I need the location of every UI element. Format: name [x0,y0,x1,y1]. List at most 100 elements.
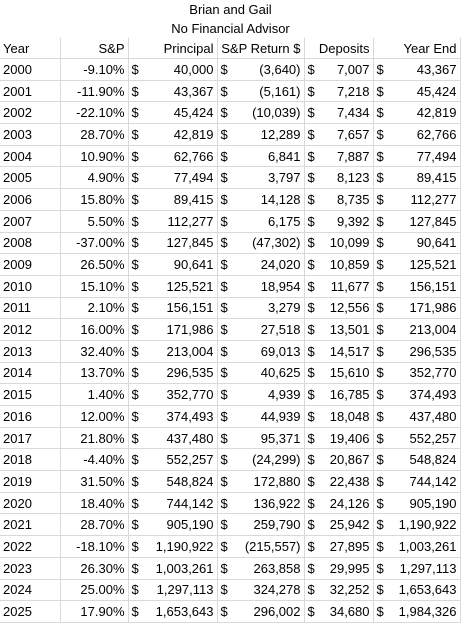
cell-year-end[interactable]: $1,984,326 [373,600,461,623]
cell-sp-return[interactable]: $ (47,302) [217,232,305,255]
cell-principal[interactable]: $43,367 [128,80,218,103]
cell-principal[interactable]: $1,190,922 [128,535,218,558]
cell-sp-return[interactable]: $6,841 [217,145,305,168]
cell-year[interactable]: 2013 [0,340,61,363]
cell-sp-pct[interactable]: 10.90% [60,145,129,168]
cell-deposits[interactable]: $9,392 [304,210,374,233]
cell-year[interactable]: 2010 [0,275,61,298]
cell-sp-return[interactable]: $ (215,557) [217,535,305,558]
cell-sp-return[interactable]: $27,518 [217,318,305,341]
cell-principal[interactable]: $171,986 [128,318,218,341]
cell-sp-return[interactable]: $ (3,640) [217,58,305,81]
cell-sp-pct[interactable]: 16.00% [60,318,129,341]
cell-year[interactable]: 2016 [0,405,61,428]
cell-sp-return[interactable]: $136,922 [217,492,305,515]
cell-year[interactable]: 2021 [0,513,61,537]
cell-year[interactable]: 2017 [0,427,61,450]
cell-sp-pct[interactable]: 26.30% [60,557,129,580]
cell-sp-pct[interactable]: 12.00% [60,405,129,428]
cell-principal[interactable]: $1,653,643 [128,600,218,623]
cell-sp-pct[interactable]: -4.40% [60,448,129,472]
cell-sp-pct[interactable]: 1.40% [60,383,129,406]
cell-sp-return[interactable]: $40,625 [217,362,305,385]
cell-deposits[interactable]: $19,406 [304,427,374,450]
cell-deposits[interactable]: $11,677 [304,275,374,298]
cell-principal[interactable]: $89,415 [128,188,218,211]
cell-year[interactable]: 2008 [0,232,61,255]
cell-deposits[interactable]: $14,517 [304,340,374,363]
cell-principal[interactable]: $1,003,261 [128,557,218,580]
cell-deposits[interactable]: $32,252 [304,579,374,602]
cell-principal[interactable]: $156,151 [128,297,218,320]
cell-principal[interactable]: $77,494 [128,166,218,190]
cell-sp-pct[interactable]: -37.00% [60,232,129,255]
cell-year-end[interactable]: $156,151 [373,275,461,298]
cell-sp-pct[interactable]: 28.70% [60,123,129,146]
cell-sp-return[interactable]: $18,954 [217,275,305,298]
cell-sp-return[interactable]: $ (10,039) [217,101,305,125]
cell-principal[interactable]: $905,190 [128,513,218,537]
cell-year-end[interactable]: $1,653,643 [373,579,461,602]
cell-principal[interactable]: $1,297,113 [128,579,218,602]
cell-sp-return[interactable]: $3,279 [217,297,305,320]
cell-year-end[interactable]: $89,415 [373,166,461,190]
cell-principal[interactable]: $352,770 [128,383,218,406]
cell-year-end[interactable]: $548,824 [373,448,461,472]
cell-sp-return[interactable]: $14,128 [217,188,305,211]
cell-sp-return[interactable]: $69,013 [217,340,305,363]
cell-year-end[interactable]: $43,367 [373,58,461,81]
cell-principal[interactable]: $374,493 [128,405,218,428]
header-year-end[interactable]: Year End [373,38,461,59]
cell-principal[interactable]: $744,142 [128,492,218,515]
cell-sp-return[interactable]: $44,939 [217,405,305,428]
cell-sp-return[interactable]: $296,002 [217,600,305,623]
cell-deposits[interactable]: $16,785 [304,383,374,406]
cell-sp-pct[interactable]: 13.70% [60,362,129,385]
cell-sp-return[interactable]: $ (24,299) [217,448,305,472]
cell-year-end[interactable]: $296,535 [373,340,461,363]
cell-year-end[interactable]: $1,190,922 [373,513,461,537]
cell-year[interactable]: 2020 [0,492,61,515]
cell-deposits[interactable]: $24,126 [304,492,374,515]
cell-year[interactable]: 2006 [0,188,61,211]
cell-deposits[interactable]: $7,218 [304,80,374,103]
cell-sp-return[interactable]: $95,371 [217,427,305,450]
cell-sp-pct[interactable]: -18.10% [60,535,129,558]
cell-year[interactable]: 2001 [0,80,61,103]
cell-year[interactable]: 2019 [0,470,61,493]
cell-year-end[interactable]: $45,424 [373,80,461,103]
cell-year-end[interactable]: $552,257 [373,427,461,450]
cell-year[interactable]: 2004 [0,145,61,168]
cell-year-end[interactable]: $90,641 [373,232,461,255]
cell-year[interactable]: 2025 [0,600,61,623]
cell-deposits[interactable]: $10,099 [304,232,374,255]
cell-sp-return[interactable]: $3,797 [217,166,305,190]
cell-deposits[interactable]: $27,895 [304,535,374,558]
sheet-title-cell[interactable]: Brian and Gail [189,2,272,17]
cell-principal[interactable]: $125,521 [128,275,218,298]
cell-deposits[interactable]: $12,556 [304,297,374,320]
cell-principal[interactable]: $296,535 [128,362,218,385]
cell-year-end[interactable]: $352,770 [373,362,461,385]
cell-year-end[interactable]: $374,493 [373,383,461,406]
cell-year-end[interactable]: $171,986 [373,297,461,320]
cell-principal[interactable]: $42,819 [128,123,218,146]
header-sp-return[interactable]: S&P Return $ [217,38,305,59]
cell-year[interactable]: 2002 [0,101,61,125]
cell-sp-return[interactable]: $324,278 [217,579,305,602]
header-principal[interactable]: Principal [128,38,218,59]
cell-principal[interactable]: $548,824 [128,470,218,493]
cell-year[interactable]: 2022 [0,535,61,558]
cell-sp-pct[interactable]: 17.90% [60,600,129,623]
cell-sp-pct[interactable]: 26.50% [60,253,129,276]
cell-sp-return[interactable]: $6,175 [217,210,305,233]
cell-principal[interactable]: $62,766 [128,145,218,168]
sheet-subtitle-cell[interactable]: No Financial Advisor [171,21,290,36]
cell-year-end[interactable]: $437,480 [373,405,461,428]
cell-year[interactable]: 2003 [0,123,61,146]
cell-sp-pct[interactable]: 15.80% [60,188,129,211]
cell-year-end[interactable]: $744,142 [373,470,461,493]
cell-year-end[interactable]: $127,845 [373,210,461,233]
cell-deposits[interactable]: $22,438 [304,470,374,493]
cell-sp-return[interactable]: $259,790 [217,513,305,537]
